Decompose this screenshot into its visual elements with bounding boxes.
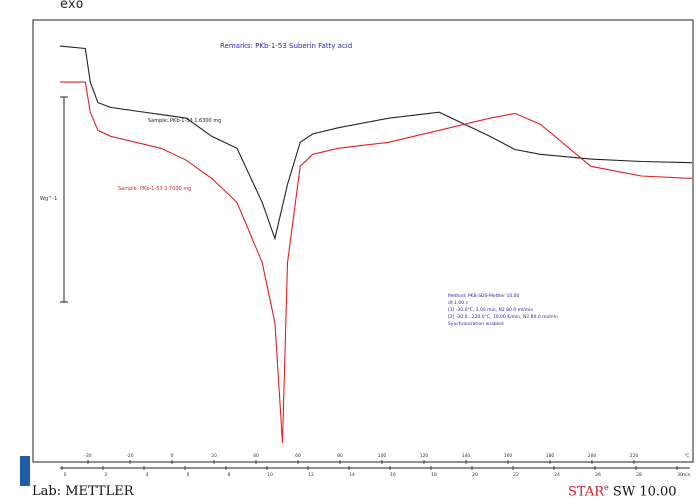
series-label-black: Sample: PKb-1-53 1.6300 mg <box>148 118 221 124</box>
bottom-axis-tick-label: 4 <box>146 472 149 478</box>
plot-frame <box>32 19 694 463</box>
bottom-axis-tick-label: 12 <box>308 472 314 478</box>
top-axis-tick-label: 80 <box>337 453 343 459</box>
bottom-axis-tick-label: 2 <box>105 472 108 478</box>
top-axis-tick-label: 140 <box>462 453 471 459</box>
top-axis-tick-label: 60 <box>295 453 301 459</box>
bottom-axis-ticks: 0 2 4 6 8 10 12 14 16 18 20 22 24 26 28 30 min <box>61 466 691 478</box>
remarks-text: Remarks: PKb-1-53 Suberin Fatty acid <box>220 42 352 50</box>
star-logo-text: STAR <box>568 484 605 500</box>
y-scale-label: Wg^-1 <box>40 196 57 202</box>
bottom-axis-tick-label: 30 <box>677 472 683 478</box>
top-axis-tick-label: 180 <box>546 453 555 459</box>
bottom-axis-tick-label: 20 <box>472 472 478 478</box>
method-line: [2] -30.0...220.0°C, 10.00 K/min, N2 80.… <box>448 314 558 320</box>
bottom-axis-tick-label: 16 <box>390 472 396 478</box>
top-axis-tick-label: 20 <box>211 453 217 459</box>
top-axis-tick-label: 40 <box>253 453 259 459</box>
method-box: Method: PKB-SDS-Mettler 10.00 dt 1.00 s … <box>448 293 558 327</box>
top-axis-tick-label: 100 <box>378 453 387 459</box>
top-axis-tick-label: 120 <box>420 453 429 459</box>
star-logo-sup: e <box>604 483 609 492</box>
exo-label: exo <box>60 0 84 12</box>
software-version: SW 10.00 <box>612 484 677 500</box>
bottom-axis-tick-label: 14 <box>349 472 355 478</box>
series-line-red <box>60 81 693 444</box>
method-line: [1] -30.0°C, 3.00 min, N2 80.0 ml/min <box>448 307 533 313</box>
bottom-axis-tick-label: 18 <box>431 472 437 478</box>
bottom-axis-unit: min <box>682 472 691 478</box>
series-label-red: Sample: PKb-1-53 2.7000 mg <box>118 186 191 192</box>
bottom-axis-tick-label: 8 <box>228 472 231 478</box>
top-axis-unit: °C <box>684 453 689 459</box>
bottom-axis-tick-label: 28 <box>636 472 642 478</box>
bottom-axis-tick-label: 26 <box>595 472 601 478</box>
method-line: Synchronization enabled <box>448 321 504 327</box>
bottom-axis-tick-label: 22 <box>513 472 519 478</box>
top-axis-tick-label: 220 <box>630 453 639 459</box>
top-axis-tick-label: 200 <box>588 453 597 459</box>
footer-star-version: STARe SW 10.00 <box>568 483 677 499</box>
side-accent-bar <box>20 456 30 486</box>
method-line: Method: PKB-SDS-Mettler 10.00 <box>448 293 519 299</box>
top-axis-tick-label: -20 <box>126 453 133 459</box>
top-axis-ticks: -30 -20 0 20 40 60 80 100 120 140 160 180 200 220 °C <box>84 453 689 464</box>
series-line-black <box>59 45 693 241</box>
bottom-axis-tick-label: 6 <box>187 472 190 478</box>
bottom-axis-tick-label: 10 <box>267 472 273 478</box>
top-axis-tick-label: 160 <box>504 453 513 459</box>
top-axis-tick-label: -30 <box>84 453 91 459</box>
top-axis-tick-label: 0 <box>171 453 174 459</box>
method-line: dt 1.00 s <box>448 300 469 306</box>
bottom-axis-tick-label: 24 <box>554 472 560 478</box>
footer-lab: Lab: METTLER <box>32 484 134 499</box>
bottom-axis-tick-label: 0 <box>64 472 67 478</box>
